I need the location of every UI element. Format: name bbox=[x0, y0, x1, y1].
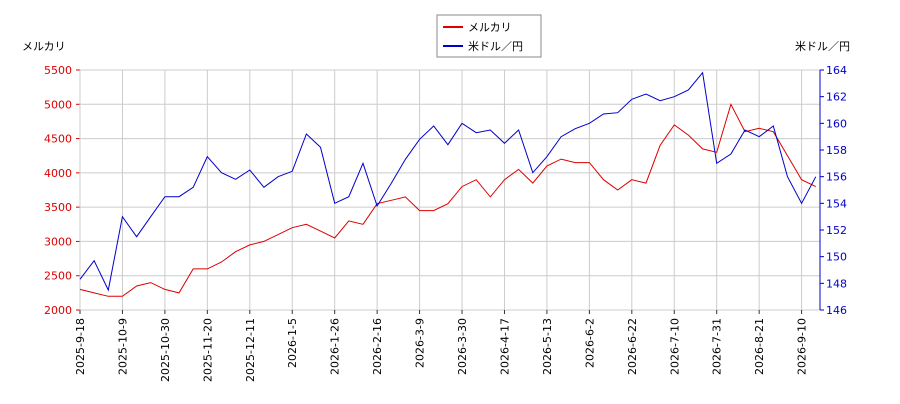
x-tick-label: 2026-6-2 bbox=[583, 318, 596, 368]
series-line bbox=[79, 102, 817, 297]
y-tick-label: 5000 bbox=[44, 98, 72, 111]
x-tick-label: 2025-12-11 bbox=[244, 318, 257, 382]
x-tick-label: 2026-3-30 bbox=[456, 318, 469, 375]
x-tick-label: 2026-6-22 bbox=[626, 318, 639, 375]
x-tick-label: 2026-5-13 bbox=[541, 318, 554, 375]
y-tick-label: 5500 bbox=[44, 64, 72, 77]
x-tick-label: 2026-7-31 bbox=[711, 318, 724, 375]
x-tick-label: 2026-9-10 bbox=[796, 318, 809, 375]
y-tick-label: 4000 bbox=[44, 167, 72, 180]
y2-tick-label: 154 bbox=[826, 197, 847, 210]
x-tick-label: 2026-2-16 bbox=[371, 318, 384, 375]
y-tick-label: 4500 bbox=[44, 133, 72, 146]
x-tick-label: 2026-4-17 bbox=[498, 318, 511, 375]
x-tick-label: 2026-7-10 bbox=[668, 318, 681, 375]
y2-tick-label: 156 bbox=[826, 171, 847, 184]
y2-tick-label: 164 bbox=[826, 64, 847, 77]
y-tick-label: 3500 bbox=[44, 201, 72, 214]
x-tick-label: 2026-1-5 bbox=[286, 318, 299, 368]
y2-tick-label: 148 bbox=[826, 277, 847, 290]
x-tick-label: 2025-11-20 bbox=[201, 318, 214, 382]
series-line bbox=[79, 71, 817, 292]
y2-tick-label: 146 bbox=[826, 304, 847, 317]
x-tick-label: 2026-1-26 bbox=[329, 318, 342, 375]
y-tick-label: 2000 bbox=[44, 304, 72, 317]
y2-tick-label: 158 bbox=[826, 144, 847, 157]
x-tick-label: 2026-8-21 bbox=[753, 318, 766, 375]
y-tick-label: 3000 bbox=[44, 235, 72, 248]
y2-tick-label: 152 bbox=[826, 224, 847, 237]
legend-label: メルカリ bbox=[468, 21, 512, 34]
y2-tick-label: 160 bbox=[826, 117, 847, 130]
plot-area bbox=[79, 69, 821, 311]
y-axis-label: メルカリ bbox=[22, 40, 66, 53]
y-tick-label: 2500 bbox=[44, 270, 72, 283]
x-tick-label: 2025-9-18 bbox=[74, 318, 87, 375]
x-tick-label: 2025-10-30 bbox=[159, 318, 172, 382]
y2-axis-label: 米ドル／円 bbox=[795, 40, 850, 53]
legend-box bbox=[436, 14, 542, 58]
x-tick-label: 2025-10-9 bbox=[116, 318, 129, 375]
y2-tick-label: 162 bbox=[826, 91, 847, 104]
y2-tick-label: 150 bbox=[826, 251, 847, 264]
legend-label: 米ドル／円 bbox=[468, 40, 523, 53]
x-tick-label: 2026-3-9 bbox=[414, 318, 427, 368]
